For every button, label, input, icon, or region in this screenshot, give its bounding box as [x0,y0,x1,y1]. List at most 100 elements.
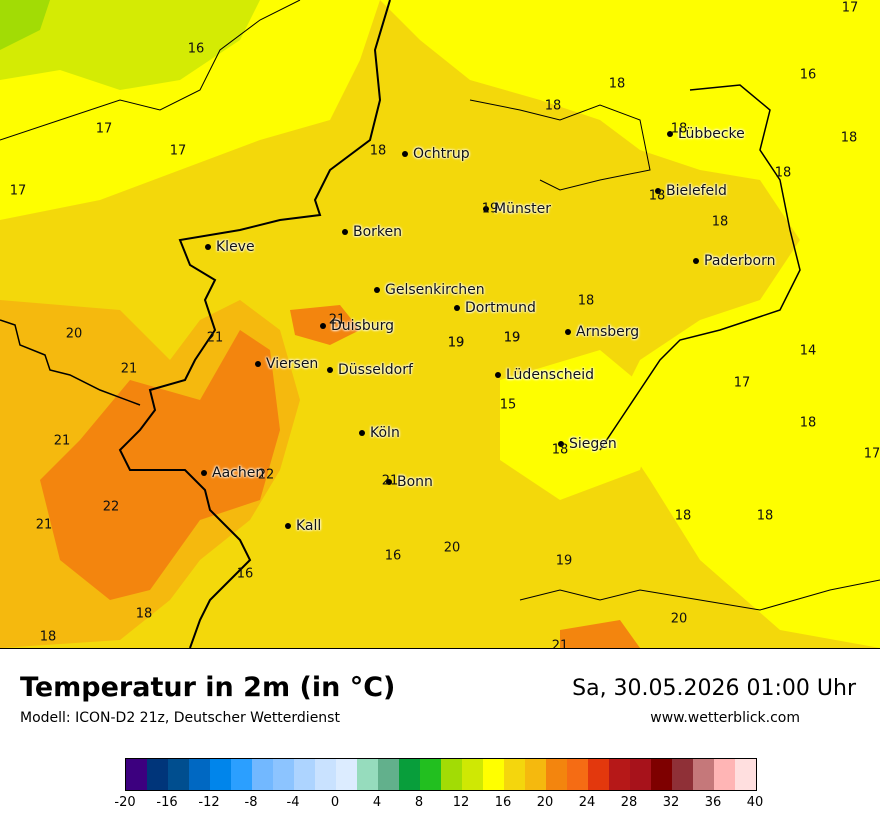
temperature-value: 17 [9,183,27,199]
city-arnsberg: Arnsberg [565,324,639,340]
city-label: Düsseldorf [338,362,413,378]
city-label: Arnsberg [576,324,640,340]
temperature-value: 19 [447,335,465,351]
temperature-value: 21 [120,361,138,377]
legend-tick-label: -16 [156,795,178,810]
city-label: Köln [370,425,400,441]
temperature-value: 14 [799,343,817,359]
temperature-value: 19 [555,553,573,569]
temperature-value: 21 [53,433,71,449]
city-kleve: Kleve [205,239,255,255]
legend-tick-label: 16 [494,795,512,810]
legend-swatch [693,759,714,790]
temperature-value: 16 [799,67,817,83]
temperature-value: 22 [257,467,275,483]
city-label: Bonn [397,474,433,490]
city-label: Borken [353,224,403,240]
temperature-value: 18 [711,214,729,230]
city-dot [693,258,699,264]
legend-tick-label: 0 [330,795,340,810]
temperature-value: 18 [577,293,595,309]
legend-swatch [294,759,315,790]
legend-tick-label: 12 [452,795,470,810]
city-dot [565,329,571,335]
legend-swatch [252,759,273,790]
city-koeln: Köln [359,425,400,441]
city-ochtrup: Ochtrup [402,146,470,162]
state-border-east [599,84,801,451]
legend-swatch [609,759,630,790]
warm-zone-aachen [40,330,280,600]
temperature-value: 20 [65,326,83,342]
legend-swatch [441,759,462,790]
temperature-value: 18 [608,76,626,92]
temperature-value: 17 [95,121,113,137]
temperature-value: 18 [674,508,692,524]
temperature-value: 20 [443,540,461,556]
legend-tick-label: 24 [578,795,596,810]
warm-zone-south [560,620,640,648]
model-info: Modell: ICON-D2 21z, Deutscher Wetterdie… [20,710,340,726]
legend-tick-label: 8 [414,795,424,810]
website-link[interactable]: www.wetterblick.com [650,710,800,726]
temperature-value: 18 [648,188,666,204]
legend-swatch [651,759,672,790]
temperature-value: 17 [169,143,187,159]
city-dot [327,367,333,373]
legend-swatch [546,759,567,790]
temperature-value: 19 [503,330,521,346]
city-viersen: Viersen [255,356,318,372]
legend-tick-label: 20 [536,795,554,810]
city-dot [374,287,380,293]
yellow-zone-sauerland [500,350,660,500]
temperature-value: 21 [551,638,569,649]
city-dot [342,229,348,235]
city-luedenscheid: Lüdenscheid [495,367,594,383]
legend-swatch [336,759,357,790]
city-dot [285,523,291,529]
legend-swatch [483,759,504,790]
map-title: Temperatur in 2m (in °C) [20,672,396,703]
city-label: Bielefeld [666,183,727,199]
legend-swatch [210,759,231,790]
legend-swatch [357,759,378,790]
legend-swatch [168,759,189,790]
legend-tick-label: -12 [198,795,220,810]
city-dot [205,244,211,250]
legend-swatch [189,759,210,790]
city-siegen: Siegen [558,436,617,452]
temperature-value: 18 [756,508,774,524]
temperature-value: 18 [369,143,387,159]
legend-tick-label: 4 [372,795,382,810]
city-kall: Kall [285,518,321,534]
district-border [469,99,651,191]
city-dot [655,188,661,194]
city-dot [386,479,392,485]
city-borken: Borken [342,224,402,240]
temperature-value: 17 [841,0,859,16]
city-label: Kleve [216,239,255,255]
city-label: Gelsenkirchen [385,282,485,298]
temperature-value: 20 [670,611,688,627]
city-dot [454,305,460,311]
temperature-value: 15 [499,397,517,413]
legend-tick-label: 40 [746,795,764,810]
temperature-value: 17 [733,375,751,391]
legend-swatch [126,759,147,790]
temperature-value: 16 [187,41,205,57]
city-dot [359,430,365,436]
city-label: Kall [296,518,322,534]
legend-swatch [525,759,546,790]
temperature-value: 19 [481,201,499,217]
temperature-value: 19 [503,330,521,346]
city-bielefeld: Bielefeld [655,183,727,199]
green-zone-corner [0,0,50,50]
legend-swatch [735,759,756,790]
country-border-nl [0,319,141,406]
temperature-value: 21 [206,330,224,346]
city-duisburg: Duisburg [320,318,394,334]
temperature-value: 18 [551,442,569,458]
temperature-value: 17 [863,446,880,462]
forecast-datetime: Sa, 30.05.2026 01:00 Uhr [572,676,856,701]
temperature-value: 18 [544,98,562,114]
